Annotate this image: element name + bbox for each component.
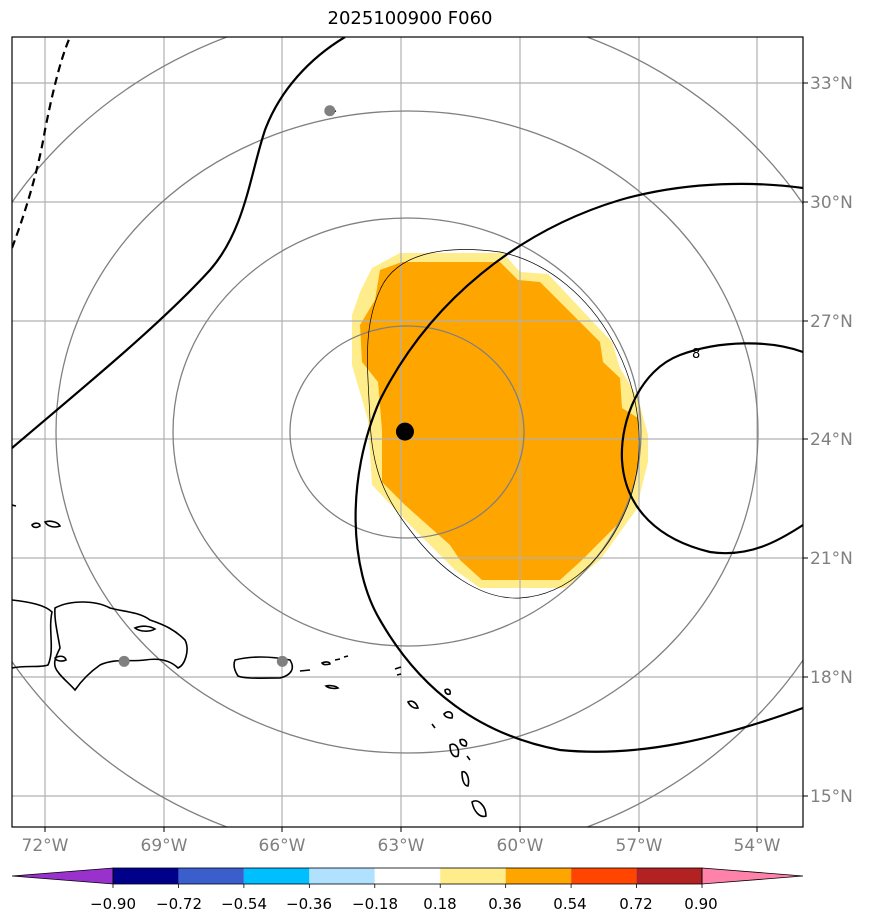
colorbar-tick-label: −0.72 (156, 895, 202, 913)
contour-label: 8 (692, 347, 700, 362)
colorbar-tick-label: 0.18 (423, 895, 456, 913)
range-ring-2 (172, 217, 642, 647)
contour-northwest (12, 37, 346, 449)
contour-dashed (12, 37, 72, 249)
colorbar-extend-low (11, 867, 114, 885)
isla-dominica (431, 723, 436, 729)
isla-stkitts (396, 673, 402, 676)
isla-guadeloupe (443, 711, 454, 719)
isla-small-1 (133, 625, 157, 632)
lat-label-30: 30°N (810, 193, 853, 213)
range-ring-1 (289, 325, 525, 539)
contour-large-loop (354, 182, 803, 753)
lon-labels: 72°W 69°W 66°W 63°W 60°W 57°W 54°W (22, 836, 781, 856)
isla-montserrat (406, 700, 420, 709)
colorbar-segment (440, 868, 506, 884)
puerto-rico (233, 656, 294, 679)
lat-label-21: 21°N (810, 549, 853, 569)
isla-vi-4 (343, 655, 349, 658)
station-marker (118, 655, 130, 667)
map-title: 2025100900 F060 (327, 8, 493, 29)
lat-labels: 33°N 30°N 27°N 24°N 21°N 18°N 15°N (810, 74, 853, 807)
colorbar-segment (243, 868, 310, 884)
colorbar-segment (178, 868, 244, 884)
isla-vi-3 (334, 658, 341, 661)
isla-antigua (444, 688, 451, 696)
markers (118, 105, 414, 667)
colorbar-segment (374, 868, 441, 884)
lon-label-57: 57°W (616, 836, 663, 856)
range-rings (12, 37, 803, 827)
contour-east (620, 342, 803, 555)
contours (12, 37, 803, 753)
colorbar-tick-labels: −0.90 −0.72 −0.54 −0.36 −0.18 0.18 0.36 … (90, 895, 718, 913)
lat-label-33: 33°N (810, 74, 853, 94)
isla-trinidad (471, 800, 487, 818)
isla-stvincent (466, 755, 471, 761)
colorbar-tick-label: 0.36 (488, 895, 521, 913)
colorbar-segment (636, 868, 702, 884)
isla-vi-2 (320, 661, 331, 666)
lat-label-27: 27°N (810, 312, 853, 332)
isla-vi-5 (324, 684, 340, 690)
range-ring-3 (55, 110, 759, 754)
lon-label-54: 54°W (734, 836, 781, 856)
cuba-east (12, 599, 53, 669)
lon-label-72: 72°W (22, 836, 69, 856)
shaded-field (352, 253, 648, 588)
map-frame (11, 36, 804, 828)
lat-label-18: 18°N (810, 668, 853, 688)
lon-label-69: 69°W (141, 836, 188, 856)
station-marker (276, 655, 288, 667)
colorbar-segment (309, 868, 375, 884)
tick-marks (44, 82, 808, 832)
storm-center-marker (395, 422, 414, 441)
isla-vi-1 (299, 669, 311, 672)
isla-bahamas-2 (43, 520, 62, 528)
shaded-field-orange (360, 262, 638, 580)
colorbar-tick-label: −0.54 (221, 895, 267, 913)
lat-label-15: 15°N (810, 787, 853, 807)
isla-small-2 (54, 655, 67, 662)
colorbar-tick-label: 0.72 (619, 895, 652, 913)
coastlines (12, 504, 487, 818)
isla-stlucia (459, 738, 468, 747)
probability-outline (367, 249, 640, 599)
colorbar (11, 867, 804, 888)
isla-bahamas-1 (31, 522, 41, 529)
colorbar-segment (113, 868, 179, 884)
colorbar-tick-label: 0.54 (553, 895, 586, 913)
hispaniola (53, 601, 188, 692)
isla-anguilla (394, 666, 402, 670)
lon-label-66: 66°W (259, 836, 306, 856)
isla-martinique (449, 743, 460, 758)
colorbar-segment (505, 868, 572, 884)
colorbar-tick-label: −0.18 (352, 895, 398, 913)
lon-label-60: 60°W (497, 836, 544, 856)
isla-bahamas-3 (12, 504, 17, 507)
lon-label-63: 63°W (378, 836, 425, 856)
colorbar-tick-label: −0.36 (286, 895, 332, 913)
colorbar-extend-high (701, 867, 804, 885)
colorbar-tick-label: −0.90 (90, 895, 136, 913)
station-marker (324, 105, 336, 117)
colorbar-tick-label: 0.90 (684, 895, 717, 913)
colorbar-segment (571, 868, 637, 884)
lat-label-24: 24°N (810, 430, 853, 450)
colorbar-frame (112, 867, 703, 885)
isla-barbados-1 (461, 770, 470, 787)
